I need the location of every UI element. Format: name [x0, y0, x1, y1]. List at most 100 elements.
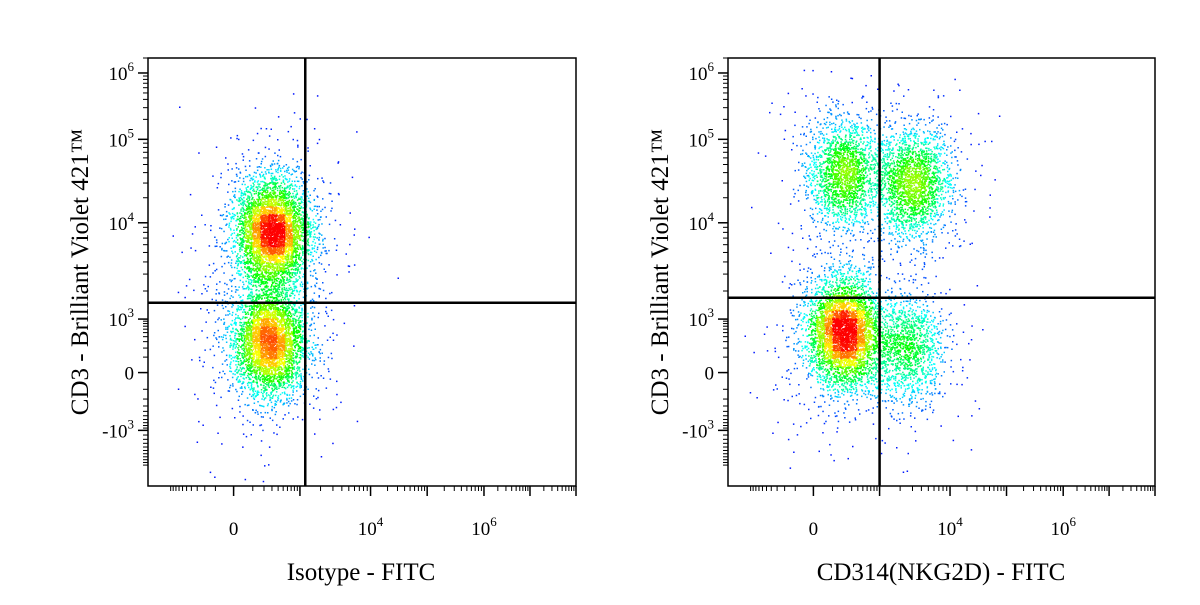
event-dot [293, 239, 296, 242]
event-dot [272, 304, 275, 307]
event-dot [264, 199, 266, 201]
event-dot [298, 331, 300, 333]
event-dot [214, 236, 216, 238]
event-dot [261, 175, 264, 177]
event-dot [310, 285, 313, 288]
event-dot [238, 198, 241, 200]
event-dot [259, 296, 261, 298]
event-dot [308, 200, 311, 203]
event-dot [280, 274, 282, 277]
event-dot [261, 295, 263, 297]
event-dot [223, 262, 226, 265]
event-dot [266, 187, 268, 189]
event-dot [296, 363, 298, 365]
event-dot [310, 352, 313, 355]
event-dot [246, 275, 249, 278]
event-dot [299, 264, 302, 266]
event-dot [244, 263, 246, 266]
event-dot [251, 295, 253, 297]
event-dot [278, 382, 280, 385]
event-dot [257, 280, 260, 282]
event-dot [295, 386, 297, 388]
event-dot [255, 395, 257, 397]
event-dot [311, 298, 314, 301]
event-dot [242, 349, 245, 352]
event-dot [298, 207, 300, 209]
event-dot [230, 342, 232, 345]
event-dot [256, 169, 259, 172]
event-dot [308, 328, 310, 331]
event-dot [232, 383, 234, 385]
event-dot [262, 189, 264, 192]
event-dot [256, 381, 258, 383]
event-dot [327, 315, 329, 317]
event-dot [300, 256, 302, 259]
event-dot [312, 255, 314, 257]
event-dot [261, 278, 263, 280]
event-dot [287, 314, 289, 317]
event-dot [294, 311, 297, 313]
event-dot [241, 229, 243, 232]
event-dot [265, 370, 267, 372]
event-dot [242, 180, 245, 183]
event-dot [294, 184, 297, 186]
event-dot [295, 206, 297, 208]
event-dot [245, 230, 247, 233]
event-dot [284, 331, 286, 334]
event-dot [262, 292, 265, 294]
event-dot [296, 185, 298, 188]
event-dot [235, 364, 237, 366]
event-dot [247, 368, 250, 370]
event-dot [233, 213, 235, 216]
event-dot [258, 365, 260, 368]
event-dot [298, 298, 300, 300]
event-dot [235, 260, 238, 262]
event-dot [294, 217, 297, 219]
event-dot [216, 187, 219, 189]
event-dot [247, 295, 249, 298]
event-dot [295, 360, 297, 363]
event-dot [305, 372, 308, 374]
event-dot [241, 305, 244, 307]
event-dot [220, 255, 223, 258]
event-dot [236, 134, 239, 137]
event-dot [278, 280, 281, 283]
event-dot [297, 146, 299, 148]
event-dot [263, 373, 265, 375]
event-dot [263, 176, 266, 178]
event-dot [276, 189, 279, 192]
event-dot [257, 191, 260, 194]
event-dot [293, 245, 295, 247]
event-dot [319, 218, 321, 221]
event-dot [269, 373, 271, 375]
event-dot [282, 372, 284, 375]
event-dot [223, 230, 225, 233]
event-dot [280, 293, 282, 295]
event-dot [266, 404, 269, 407]
event-dot [237, 357, 239, 360]
event-dot [253, 398, 256, 400]
event-dot [314, 284, 316, 287]
event-dot [243, 209, 246, 211]
event-dot [238, 168, 240, 170]
event-dot [310, 233, 312, 235]
event-dot [278, 164, 281, 167]
event-dot [298, 368, 300, 370]
event-dot [322, 243, 324, 246]
event-dot [271, 279, 273, 282]
event-dot [275, 195, 278, 197]
event-dot [236, 137, 238, 140]
event-dot [292, 349, 295, 351]
event-dot [286, 197, 288, 200]
event-dot [270, 367, 273, 369]
event-dot [245, 287, 247, 290]
event-dot [283, 286, 286, 289]
event-dot [265, 293, 268, 296]
event-dot [235, 341, 237, 343]
event-dot [296, 212, 299, 214]
event-dot [237, 289, 239, 291]
event-dot [242, 204, 244, 206]
event-dot [290, 400, 293, 402]
event-dot [274, 282, 277, 285]
event-dot [240, 192, 243, 195]
